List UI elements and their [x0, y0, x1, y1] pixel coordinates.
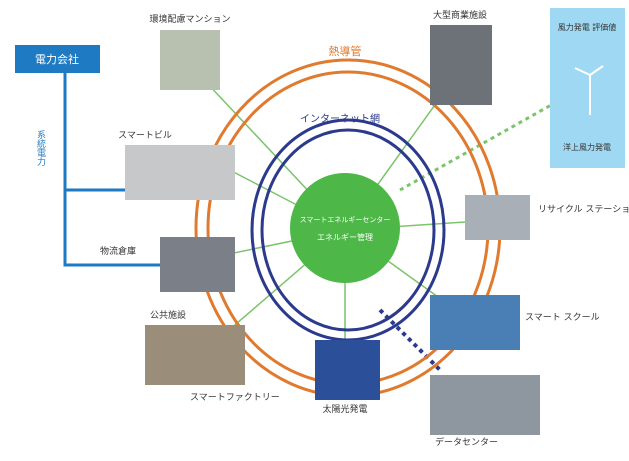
grid-box: [15, 45, 100, 73]
center-subtitle: エネルギー管理: [317, 232, 373, 242]
node-label: スマートファクトリー: [190, 392, 280, 403]
grid-line: [63, 73, 165, 267]
node-label: 公共施設: [150, 309, 186, 321]
center-circle: [290, 173, 400, 283]
node-label: 大型商業施設: [433, 9, 487, 21]
photos: [125, 25, 540, 435]
heat-label: 熱導管: [329, 44, 362, 58]
node-label: 環境配慮マンション: [149, 13, 230, 25]
network-label: インターネット網: [300, 112, 380, 125]
node-label: スマートビル: [118, 130, 172, 141]
node-label: スマート スクール: [525, 312, 600, 323]
node-label: データセンター: [435, 436, 498, 448]
network-ring: [260, 128, 436, 332]
data-link: [378, 308, 442, 372]
grid-label: 電力会社: [35, 52, 79, 66]
grid-line-label: 系統電力: [35, 130, 46, 167]
turbine: [574, 65, 604, 115]
center-title: スマートエネルギーセンター: [300, 215, 391, 224]
node-label: 物流倉庫: [100, 245, 136, 257]
wind-panel: [550, 8, 625, 168]
wind-bottom: 洋上風力発電: [563, 142, 611, 152]
wind-top: 風力発電 評価値: [558, 22, 617, 32]
node-label: リサイクル ステーション: [538, 204, 629, 215]
node-label: 太陽光発電: [322, 403, 367, 415]
